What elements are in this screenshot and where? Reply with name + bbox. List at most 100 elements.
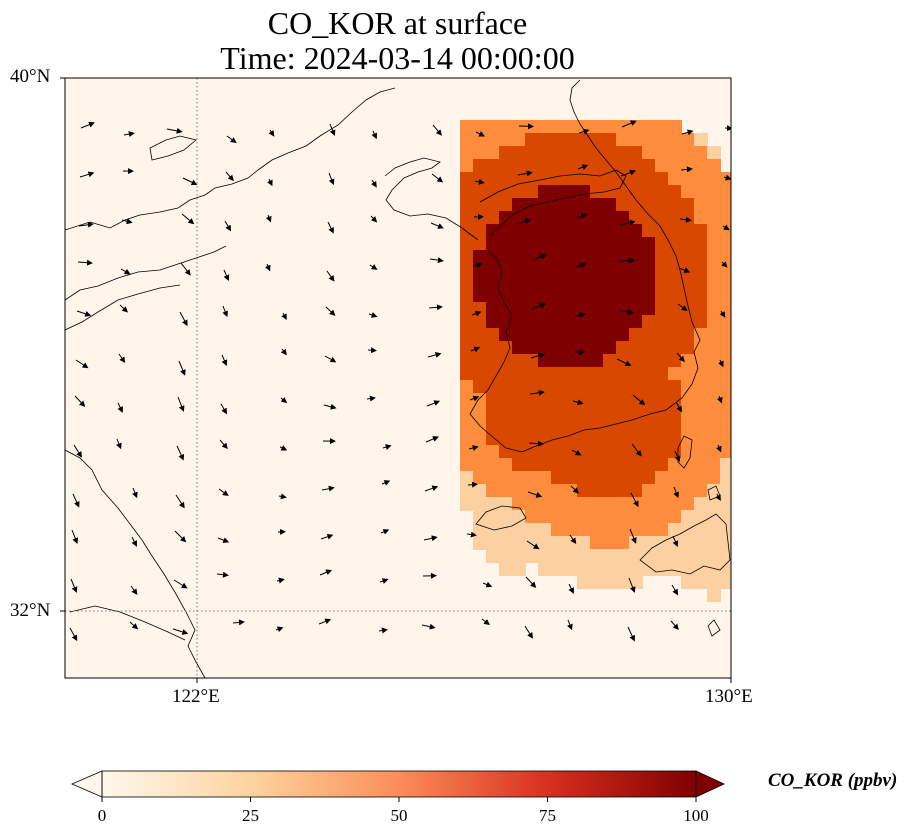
field-cell xyxy=(551,198,565,212)
field-cell xyxy=(551,263,565,277)
field-cell xyxy=(538,146,552,160)
field-cell xyxy=(473,497,487,511)
field-cell xyxy=(525,315,539,329)
wind-arrow xyxy=(525,576,537,588)
wind-arrow xyxy=(264,263,271,272)
field-cell xyxy=(642,523,656,537)
field-cell xyxy=(720,172,731,186)
field-cell xyxy=(564,510,578,524)
field-cell xyxy=(655,198,669,212)
field-cell xyxy=(590,133,604,147)
field-cell xyxy=(668,328,682,342)
field-cell xyxy=(655,484,669,498)
field-cell xyxy=(629,198,643,212)
field-cell xyxy=(512,289,526,303)
field-cell xyxy=(668,458,682,472)
field-cell xyxy=(616,458,630,472)
field-cell xyxy=(707,315,721,329)
wind-arrow xyxy=(676,352,685,363)
field-cell xyxy=(590,523,604,537)
wind-arrow xyxy=(275,626,284,633)
field-cell xyxy=(512,393,526,407)
field-cell xyxy=(512,250,526,264)
field-cell xyxy=(499,497,513,511)
wind-arrow xyxy=(631,443,642,457)
field-cell xyxy=(642,432,656,446)
field-cell xyxy=(499,315,513,329)
field-cell xyxy=(473,211,487,225)
field-cell xyxy=(707,471,721,485)
wind-arrow xyxy=(527,491,543,498)
field-cell xyxy=(603,211,617,225)
field-cell xyxy=(681,458,695,472)
field-cell xyxy=(616,484,630,498)
field-cell xyxy=(473,159,487,173)
field-cell xyxy=(642,445,656,459)
map-subtitle-time: Time: 2024-03-14 00:00:00 xyxy=(220,40,575,76)
field-cell xyxy=(486,159,500,173)
wind-arrow xyxy=(430,222,444,229)
field-cell xyxy=(473,341,487,355)
field-cell xyxy=(564,146,578,160)
field-cell xyxy=(512,523,526,537)
field-cell xyxy=(642,315,656,329)
field-cell xyxy=(525,510,539,524)
field-cell xyxy=(525,263,539,277)
wind-arrow xyxy=(325,306,336,316)
field-cell xyxy=(707,536,721,550)
field-cell xyxy=(512,263,526,277)
field-cell xyxy=(590,445,604,459)
wind-arrow xyxy=(472,262,483,269)
field-cell xyxy=(577,458,591,472)
wind-arrow xyxy=(722,224,730,231)
field-cell xyxy=(499,484,513,498)
field-cell xyxy=(616,146,630,160)
field-cell xyxy=(512,536,526,550)
field-cell xyxy=(486,302,500,316)
field-cell xyxy=(499,159,513,173)
field-cell xyxy=(707,549,721,563)
field-cell xyxy=(642,302,656,316)
wind-arrow xyxy=(468,445,479,451)
field-cell xyxy=(499,224,513,238)
wind-arrow xyxy=(621,120,637,128)
field-cell xyxy=(577,133,591,147)
wind-arrow xyxy=(524,625,533,639)
wind-arrow xyxy=(432,124,442,136)
wind-arrow xyxy=(574,312,586,319)
field-cell xyxy=(486,393,500,407)
field-cell xyxy=(642,120,656,134)
field-cell xyxy=(707,575,721,589)
field-cell xyxy=(681,341,695,355)
field-cell xyxy=(525,380,539,394)
field-cell xyxy=(668,172,682,186)
field-cell xyxy=(629,276,643,290)
field-cell xyxy=(642,458,656,472)
wind-arrow xyxy=(431,173,444,183)
field-cell xyxy=(525,432,539,446)
field-cell xyxy=(655,393,669,407)
field-cell xyxy=(551,445,565,459)
wind-arrow xyxy=(118,353,126,364)
field-cell xyxy=(629,393,643,407)
wind-arrow xyxy=(723,174,731,181)
field-cell xyxy=(538,211,552,225)
wind-arrow xyxy=(715,444,722,453)
field-cell xyxy=(629,237,643,251)
field-cell xyxy=(681,419,695,433)
wind-arrow xyxy=(680,166,693,173)
field-cell xyxy=(720,315,731,329)
field-cell xyxy=(655,315,669,329)
field-cell xyxy=(603,419,617,433)
field-cell xyxy=(707,159,721,173)
wind-arrow xyxy=(378,627,388,634)
field-cell xyxy=(525,120,539,134)
field-cell xyxy=(681,354,695,368)
field-cell xyxy=(499,276,513,290)
field-cell xyxy=(486,289,500,303)
field-cell xyxy=(460,237,474,251)
field-cell xyxy=(460,211,474,225)
field-cell xyxy=(616,276,630,290)
field-cell xyxy=(642,172,656,186)
field-cell xyxy=(655,250,669,264)
